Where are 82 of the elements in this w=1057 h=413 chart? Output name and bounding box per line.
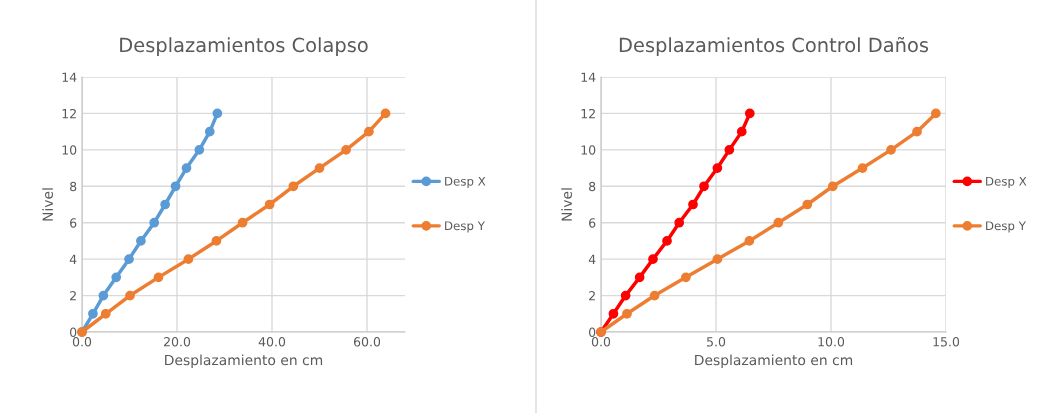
point bbox=[681, 272, 691, 283]
point bbox=[744, 236, 755, 246]
y-tick-label: 6 bbox=[589, 218, 596, 228]
point bbox=[744, 108, 755, 119]
point bbox=[88, 308, 98, 319]
point bbox=[674, 217, 685, 228]
y-axis-title: Nivel bbox=[42, 188, 53, 221]
y-tick-label: 10 bbox=[62, 145, 77, 155]
point bbox=[648, 254, 658, 265]
y-tick-label: 12 bbox=[62, 108, 76, 119]
point bbox=[314, 163, 325, 173]
point bbox=[802, 199, 813, 210]
point bbox=[237, 217, 248, 228]
chart-title: Desplazamientos Control Daños bbox=[619, 36, 929, 57]
point bbox=[649, 290, 660, 301]
y-tick-label: 8 bbox=[70, 181, 77, 192]
point bbox=[211, 236, 222, 246]
y-tick-label: 8 bbox=[589, 181, 596, 192]
point bbox=[194, 144, 205, 155]
x-tick-label: 15.0 bbox=[933, 337, 960, 347]
point bbox=[149, 217, 160, 228]
point bbox=[620, 290, 631, 301]
point bbox=[341, 144, 351, 155]
point bbox=[931, 108, 941, 119]
y-tick-label: 14 bbox=[62, 72, 77, 82]
point bbox=[380, 108, 391, 119]
y-axis-title: Nivel bbox=[561, 188, 572, 221]
point bbox=[886, 144, 896, 155]
point bbox=[724, 144, 735, 155]
point bbox=[912, 126, 922, 137]
point bbox=[183, 254, 194, 265]
point bbox=[699, 181, 709, 192]
point bbox=[736, 126, 747, 137]
x-tick-label: 0.0 bbox=[72, 337, 92, 347]
legend-label: Desp Y bbox=[986, 221, 1026, 233]
point bbox=[98, 290, 109, 301]
y-tick-label: 2 bbox=[70, 291, 76, 301]
point bbox=[124, 254, 134, 265]
chart-title: Desplazamientos Colapso bbox=[120, 37, 368, 57]
x-tick-label: 40.0 bbox=[258, 337, 286, 347]
x-tick-label: 5.0 bbox=[707, 337, 726, 347]
point bbox=[136, 236, 146, 246]
point bbox=[634, 272, 645, 283]
y-tick-label: 2 bbox=[589, 291, 595, 301]
point bbox=[364, 126, 374, 137]
point bbox=[204, 126, 215, 137]
point bbox=[608, 308, 619, 319]
point bbox=[662, 236, 672, 246]
point bbox=[153, 272, 164, 283]
x-tick-label: 20.0 bbox=[164, 337, 191, 347]
y-tick-label: 0 bbox=[589, 327, 596, 337]
point bbox=[111, 272, 122, 283]
point bbox=[264, 199, 275, 210]
x-axis-title: Desplazamiento en cm bbox=[165, 354, 323, 368]
point bbox=[773, 217, 784, 228]
point bbox=[288, 181, 299, 192]
y-tick-label: 6 bbox=[70, 218, 77, 228]
legend-label: Desp Y bbox=[445, 221, 485, 233]
y-tick-label: 10 bbox=[581, 145, 596, 155]
point bbox=[827, 181, 838, 192]
point bbox=[688, 199, 698, 210]
y-tick-label: 0 bbox=[70, 327, 77, 337]
point bbox=[170, 181, 181, 192]
point bbox=[212, 108, 223, 119]
y-tick-label: 4 bbox=[69, 254, 77, 264]
legend-label: Desp X bbox=[445, 176, 486, 188]
point bbox=[181, 163, 192, 173]
point bbox=[160, 199, 170, 210]
point bbox=[125, 290, 135, 301]
point bbox=[712, 254, 723, 265]
y-tick-label: 14 bbox=[581, 72, 596, 82]
point bbox=[857, 163, 868, 173]
x-axis-title: Desplazamiento en cm bbox=[695, 354, 853, 368]
point bbox=[100, 308, 111, 319]
x-tick-label: 60.0 bbox=[353, 337, 381, 347]
y-tick-label: 4 bbox=[588, 254, 596, 264]
x-tick-label: 10.0 bbox=[818, 337, 845, 347]
legend-label: Desp X bbox=[986, 176, 1027, 188]
point bbox=[712, 163, 723, 173]
point bbox=[622, 308, 632, 319]
x-tick-label: 0.0 bbox=[591, 337, 611, 347]
y-tick-label: 12 bbox=[581, 108, 595, 119]
